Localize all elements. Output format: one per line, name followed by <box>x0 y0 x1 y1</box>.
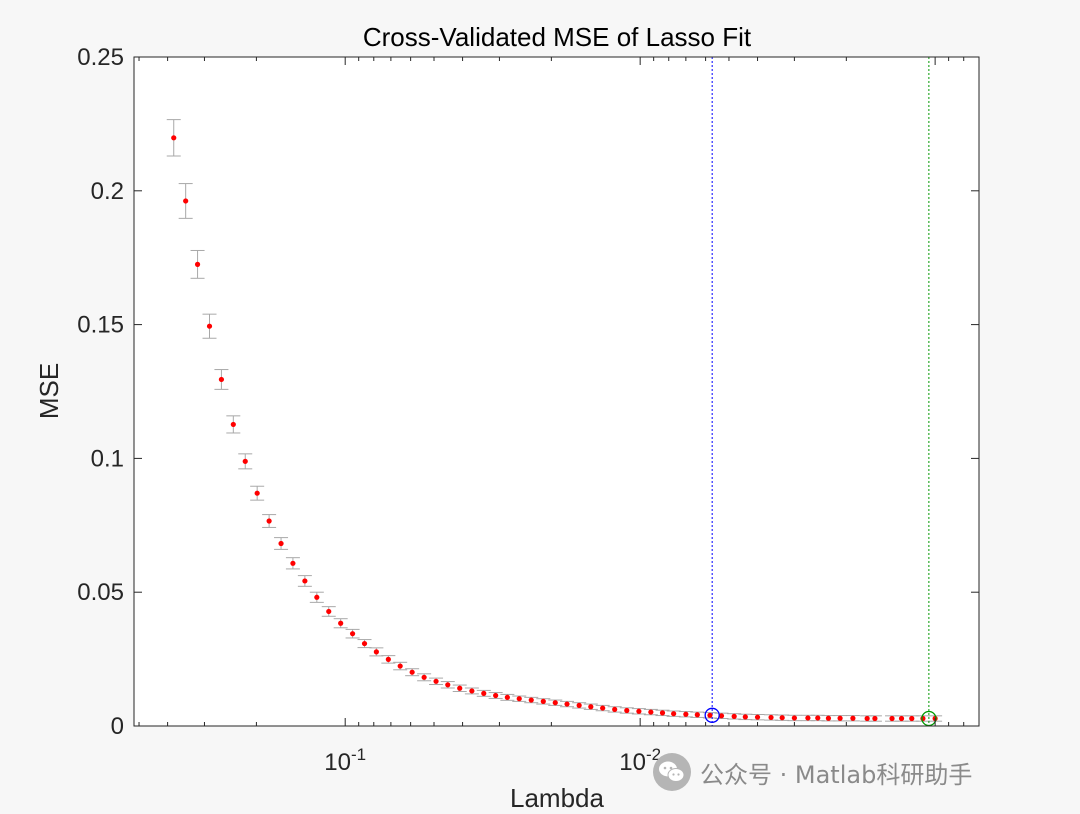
mse-point <box>254 490 260 496</box>
x-axis-ticks: 10-1 10-2 <box>138 57 965 776</box>
mse-point <box>825 715 832 721</box>
mse-point <box>636 708 642 714</box>
mse-point <box>872 715 878 722</box>
mse-point <box>326 608 332 615</box>
mse-point <box>659 710 666 716</box>
mse-point <box>278 540 284 547</box>
mse-point <box>564 701 570 707</box>
mse-point <box>768 714 774 721</box>
mse-point <box>314 594 320 600</box>
lambda-1se-marker <box>704 707 720 723</box>
mse-point <box>588 704 594 710</box>
mse-point <box>552 700 558 706</box>
mse-point <box>445 682 451 688</box>
y-tick-label: 0 <box>111 713 124 740</box>
mse-point <box>864 715 870 722</box>
mse-point <box>898 715 905 722</box>
mse-point <box>648 709 654 715</box>
mse-point <box>469 688 475 694</box>
mse-point <box>206 323 213 329</box>
mse-point <box>242 458 248 464</box>
mse-point <box>421 674 427 680</box>
mse-point <box>302 578 308 584</box>
mse-point <box>171 135 177 141</box>
mse-point <box>433 678 439 684</box>
mse-point <box>349 631 356 637</box>
mse-point <box>612 706 618 713</box>
mse-point <box>290 560 296 566</box>
mse-point <box>266 518 272 524</box>
mse-point <box>718 713 725 719</box>
mse-point <box>683 711 689 717</box>
mse-point <box>837 715 843 721</box>
mse-point <box>600 705 606 711</box>
mse-point <box>889 715 895 722</box>
mse-point <box>218 376 225 383</box>
mse-point <box>540 698 546 704</box>
mse-point <box>707 712 713 718</box>
mse-point <box>516 696 522 702</box>
plot-area <box>134 57 979 726</box>
reference-lines <box>711 57 930 726</box>
x-axis-label: Lambda <box>510 783 604 813</box>
mse-point <box>815 715 821 721</box>
mse-point <box>805 715 811 721</box>
y-tick-label: 0.05 <box>77 579 124 606</box>
mse-point <box>731 713 737 719</box>
mse-point <box>493 692 499 699</box>
mse-point <box>909 715 915 722</box>
y-tick-label: 0.1 <box>91 445 124 472</box>
x-tick-label: 10-1 <box>324 745 366 776</box>
mse-point <box>694 712 700 718</box>
mse-point <box>385 656 391 662</box>
mse-point <box>504 694 510 700</box>
mse-point <box>754 714 761 720</box>
mse-point <box>373 649 379 655</box>
plot-frame <box>133 56 980 727</box>
mse-point <box>576 702 582 708</box>
y-tick-label: 0.15 <box>77 312 124 339</box>
mse-point <box>528 697 534 703</box>
mse-point <box>183 198 189 204</box>
mse-point <box>338 620 344 626</box>
mse-point <box>397 663 403 669</box>
mse-point <box>457 685 463 691</box>
mse-point <box>671 711 677 717</box>
mse-point-series <box>171 135 938 722</box>
wechat-icon <box>653 753 691 791</box>
mse-point <box>361 640 368 647</box>
watermark-text: 公众号 · Matlab科研助手 <box>700 760 973 789</box>
mse-point <box>230 421 236 428</box>
mse-point <box>409 669 415 675</box>
y-tick-label: 0.25 <box>77 44 124 71</box>
mse-point <box>791 715 797 721</box>
mse-point <box>481 690 487 696</box>
mse-point <box>850 715 856 721</box>
mse-point <box>742 714 748 720</box>
watermark: 公众号 · Matlab科研助手 <box>652 752 972 792</box>
y-axis-ticks: 0 0.05 0.1 0.15 0.2 0.25 <box>77 44 979 740</box>
x-tick-label: 10-2 <box>619 745 661 776</box>
chart-title: Cross-Validated MSE of Lasso Fit <box>363 22 752 52</box>
mse-point <box>779 715 785 721</box>
y-axis-label: MSE <box>34 363 64 419</box>
mse-point <box>624 707 630 714</box>
mse-point <box>920 715 926 722</box>
mse-point <box>194 261 201 267</box>
y-tick-label: 0.2 <box>91 178 124 205</box>
